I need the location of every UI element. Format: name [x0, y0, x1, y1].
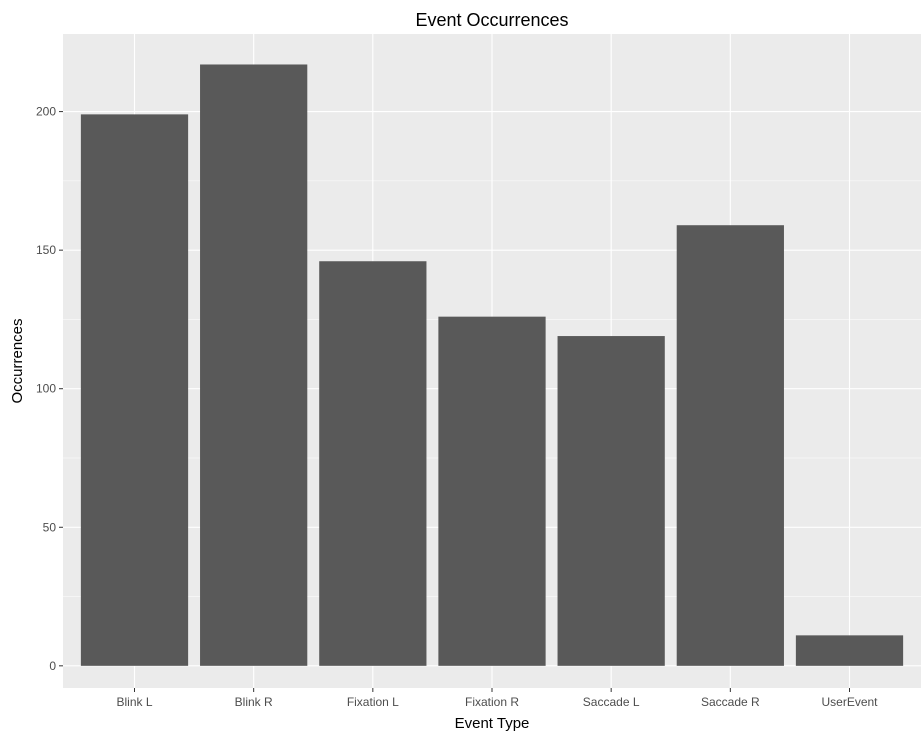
x-tick-label: Saccade L [583, 695, 640, 709]
x-tick-label: UserEvent [821, 695, 878, 709]
y-axis: 0 50 100 150 200 [36, 105, 63, 673]
bar [80, 114, 189, 666]
x-axis-title: Event Type [455, 715, 530, 732]
y-axis-title: Occurrences [9, 318, 26, 403]
bar [795, 635, 904, 666]
bar [438, 316, 546, 666]
x-tick-label: Fixation L [347, 695, 399, 709]
x-tick-label: Saccade R [701, 695, 760, 709]
y-tick-label: 100 [36, 382, 56, 396]
y-tick-label: 200 [36, 105, 56, 119]
x-tick-label: Blink L [116, 695, 152, 709]
bars [80, 64, 904, 666]
x-tick-label: Blink R [235, 695, 273, 709]
bar [557, 336, 665, 666]
y-tick-label: 0 [49, 659, 56, 673]
chart-title: Event Occurrences [415, 10, 568, 30]
x-axis: Blink L Blink R Fixation L Fixation R Saccad… [116, 688, 878, 709]
bar [319, 261, 427, 666]
x-tick-label: Fixation R [465, 695, 519, 709]
y-tick-label: 50 [43, 520, 57, 534]
bar [200, 64, 308, 666]
bar [676, 225, 784, 666]
y-tick-label: 150 [36, 243, 56, 257]
